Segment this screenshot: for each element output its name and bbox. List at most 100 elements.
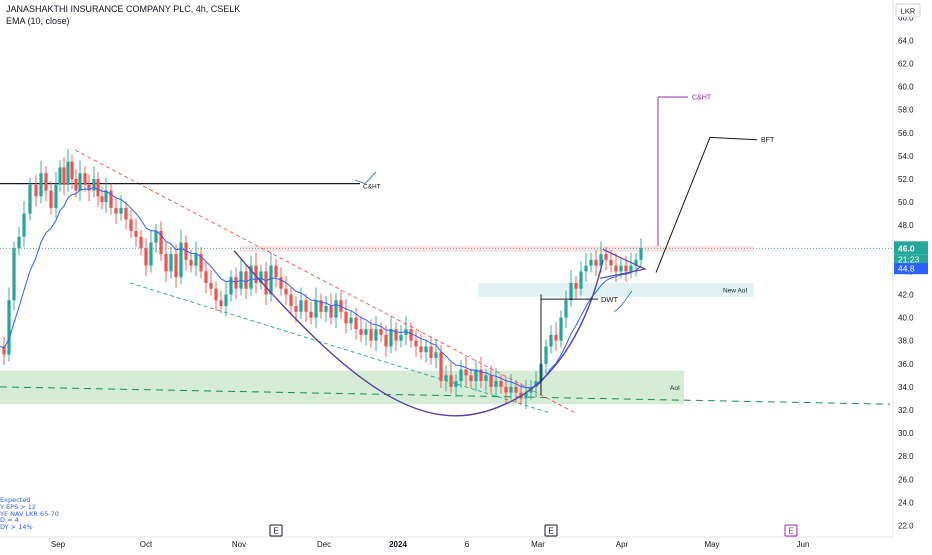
candle [149, 229, 153, 273]
candle-body [144, 248, 148, 266]
candle [379, 322, 383, 342]
candle [444, 365, 448, 392]
candle-body [584, 265, 588, 272]
candle-body [549, 334, 553, 347]
candle-body [92, 179, 96, 191]
currency-button[interactable]: LKR [895, 3, 921, 18]
handle-triangle [599, 248, 647, 279]
candle [109, 183, 113, 215]
candle-body [234, 277, 238, 289]
candle-body [289, 294, 293, 307]
candle-body [429, 346, 433, 358]
candle-body [629, 265, 633, 272]
candle [544, 339, 548, 375]
candle [324, 296, 328, 323]
candle-body [524, 392, 528, 399]
x-tick-label: Sep [51, 540, 66, 549]
candle-body [104, 190, 108, 203]
countdown-value: 21:23 [898, 254, 920, 264]
ema-indicator-label[interactable]: EMA (10, close) [6, 16, 70, 26]
candle-body [324, 306, 328, 312]
candle [169, 247, 173, 279]
ema-price-value: 44.8 [898, 264, 915, 274]
candle-body [264, 271, 268, 295]
y-tick-label: 26.0 [898, 475, 914, 484]
candle-body [509, 386, 513, 393]
candle [389, 316, 393, 354]
candle [309, 301, 313, 325]
candle-body [7, 300, 11, 355]
notes-block: Expected Y EPS > 12 YE NAV LKR 65-70 D =… [0, 497, 59, 531]
candle [184, 235, 188, 271]
candle [104, 177, 108, 213]
candle [62, 157, 66, 196]
candle [474, 359, 478, 392]
candle [289, 287, 293, 313]
candle [319, 293, 323, 319]
candle-body [344, 311, 348, 324]
y-tick-label: 32.0 [898, 406, 914, 415]
y-tick-label: 66.0 [898, 13, 914, 22]
candle [154, 224, 158, 253]
candle-body [319, 300, 323, 312]
candle-body [139, 236, 143, 249]
ema-price-badge [894, 263, 928, 275]
candle [509, 374, 513, 400]
candle [374, 316, 378, 352]
candle-body [594, 259, 598, 266]
cup-curve [233, 250, 604, 417]
candle-body [58, 167, 62, 185]
candle [264, 261, 268, 305]
candle-body [439, 352, 443, 382]
candle [499, 374, 503, 394]
candle [129, 209, 133, 238]
candle [58, 160, 62, 192]
y-tick-label: 52.0 [898, 175, 914, 184]
candle-body [12, 248, 16, 301]
candle [559, 310, 563, 348]
candle-body [364, 329, 368, 335]
candle [17, 226, 21, 256]
candle [364, 322, 368, 346]
candle [344, 299, 348, 334]
candle-body [399, 334, 403, 341]
candle-body [409, 329, 413, 341]
candle-body [279, 277, 283, 289]
candle [294, 296, 298, 323]
y-tick-label: 22.0 [898, 521, 914, 530]
candle [494, 368, 498, 398]
resistance-band [240, 245, 754, 252]
dwt-label: DWT [601, 295, 618, 304]
candle [39, 160, 43, 204]
candle [579, 261, 583, 296]
candle-body [294, 306, 298, 312]
candle [87, 174, 91, 201]
candle-body [564, 300, 568, 318]
earnings-marker: E [544, 524, 558, 537]
candle [354, 307, 358, 340]
x-tick-label: Oct [140, 540, 153, 549]
candle [254, 252, 258, 294]
candle [22, 200, 26, 248]
aoi-label: AoI [670, 385, 680, 392]
y-tick-label: 48.0 [898, 221, 914, 230]
earnings-marker: E [784, 524, 798, 537]
candle-body [479, 369, 483, 382]
candle [404, 316, 408, 346]
candle [179, 229, 183, 285]
candle [239, 258, 243, 296]
x-tick-label: 6 [465, 540, 470, 549]
candle-body [66, 161, 70, 185]
candle [234, 267, 238, 300]
x-tick-label: Jun [797, 540, 810, 549]
candle-body [34, 184, 38, 197]
candle-body [204, 271, 208, 283]
candle-body [349, 317, 353, 324]
note-line: DY > 14% [0, 523, 33, 532]
candle [329, 293, 333, 325]
earnings-marker-label: E [548, 527, 553, 536]
candle-body [609, 259, 613, 266]
countdown-badge [894, 254, 928, 265]
candle [284, 276, 288, 305]
